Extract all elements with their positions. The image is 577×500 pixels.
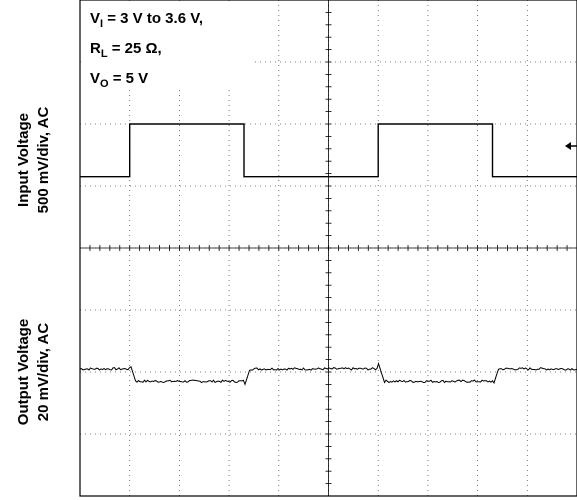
y-label-input: Input Voltage 500 mV/div, AC [15, 106, 52, 213]
annotation-rl: RL = 25 Ω, [90, 40, 162, 60]
annotation-background [82, 2, 254, 90]
traces [79, 123, 577, 386]
y-label-input-line1: Input Voltage [15, 113, 32, 207]
input-voltage-trace [80, 123, 577, 178]
y-label-output: Output Voltage 20 mV/div, AC [15, 319, 52, 425]
y-label-input-line2: 500 mV/div, AC [35, 106, 52, 213]
annotation-vo: VO = 5 V [90, 70, 148, 90]
annotation-vi: VI = 3 V to 3.6 V, [90, 10, 203, 30]
y-label-output-line2: 20 mV/div, AC [35, 323, 52, 422]
y-label-output-line1: Output Voltage [15, 319, 32, 425]
graticule [80, 0, 577, 496]
arrow-left-icon [565, 142, 577, 150]
output-voltage-trace [79, 361, 577, 386]
plot-frame [79, 0, 577, 497]
